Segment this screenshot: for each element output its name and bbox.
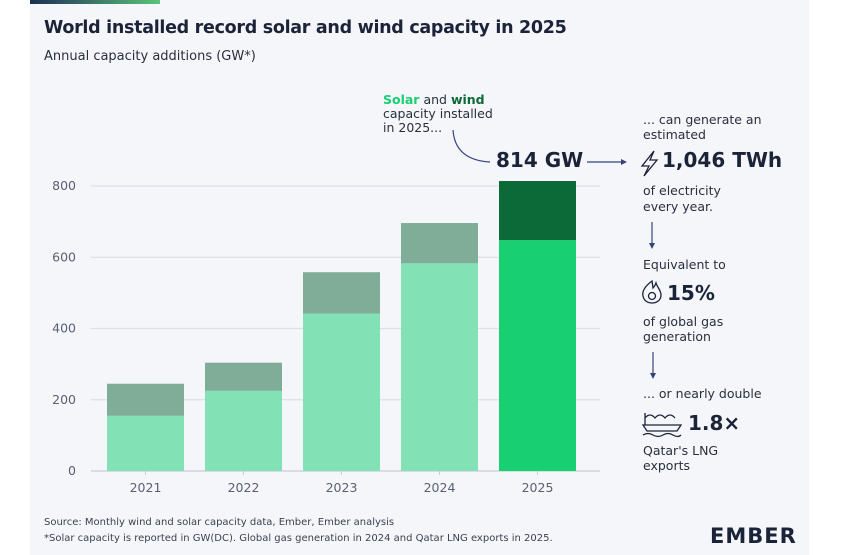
wind-word: wind	[450, 92, 485, 107]
lng-multiple: 1.8×	[688, 411, 741, 435]
annotation-line3: in 2025...	[383, 120, 443, 135]
callout-line	[452, 129, 491, 163]
chart-subtitle: Annual capacity additions (GW*)	[44, 49, 256, 64]
arrow-down-head	[650, 373, 656, 379]
lng-line1: Qatar's LNG	[643, 443, 719, 458]
y-tick-label: 800	[52, 178, 76, 193]
footnote: *Solar capacity is reported in GW(DC). G…	[44, 533, 553, 544]
bar-solar-2021	[107, 415, 184, 471]
y-tick-label: 600	[52, 249, 76, 264]
lightning-icon	[640, 150, 659, 177]
bar-wind-2025	[499, 181, 576, 241]
arrow-right-head	[621, 159, 627, 165]
brand-accent-bar	[30, 0, 160, 4]
annotation-line2: capacity installed	[383, 106, 493, 121]
x-tick-label: 2025	[522, 480, 554, 495]
y-tick-label: 200	[52, 392, 76, 407]
lng-line2: exports	[643, 458, 691, 473]
arrow-down-head	[649, 243, 655, 249]
total-capacity: 814 GW	[496, 148, 584, 172]
gas-line2: generation	[643, 329, 711, 344]
bar-solar-2025	[499, 240, 576, 471]
x-tick-label: 2021	[130, 480, 162, 495]
x-tick-label: 2024	[424, 480, 456, 495]
annotation-intro: Solar and wind	[383, 93, 485, 107]
bar-wind-2022	[205, 362, 282, 391]
flame-icon	[642, 279, 662, 304]
twh-value: 1,046 TWh	[662, 148, 783, 172]
generate-line1: ... can generate an	[643, 112, 762, 127]
electricity-line1: of electricity	[643, 183, 721, 198]
bar-wind-2024	[401, 223, 478, 264]
double-label: ... or nearly double	[643, 386, 762, 401]
chart-title: World installed record solar and wind ca…	[44, 18, 567, 38]
gas-line1: of global gas	[643, 314, 724, 329]
generate-line2: estimated	[643, 127, 706, 142]
gas-percent: 15%	[667, 281, 715, 305]
bar-solar-2024	[401, 263, 478, 471]
solar-word: Solar	[383, 92, 420, 107]
x-tick-label: 2023	[326, 480, 358, 495]
ember-logo: EMBER	[710, 524, 797, 548]
y-tick-label: 0	[68, 463, 76, 478]
electricity-line2: every year.	[643, 199, 714, 214]
source-note: Source: Monthly wind and solar capacity …	[44, 517, 395, 528]
equivalent-label: Equivalent to	[643, 257, 726, 272]
x-tick-label: 2022	[228, 480, 260, 495]
lng-ship-icon	[641, 413, 683, 438]
bar-solar-2023	[303, 313, 380, 471]
and-word: and	[419, 92, 451, 107]
bar-wind-2023	[303, 272, 380, 314]
bar-wind-2021	[107, 383, 184, 416]
y-tick-label: 400	[52, 321, 76, 336]
bar-solar-2022	[205, 390, 282, 471]
